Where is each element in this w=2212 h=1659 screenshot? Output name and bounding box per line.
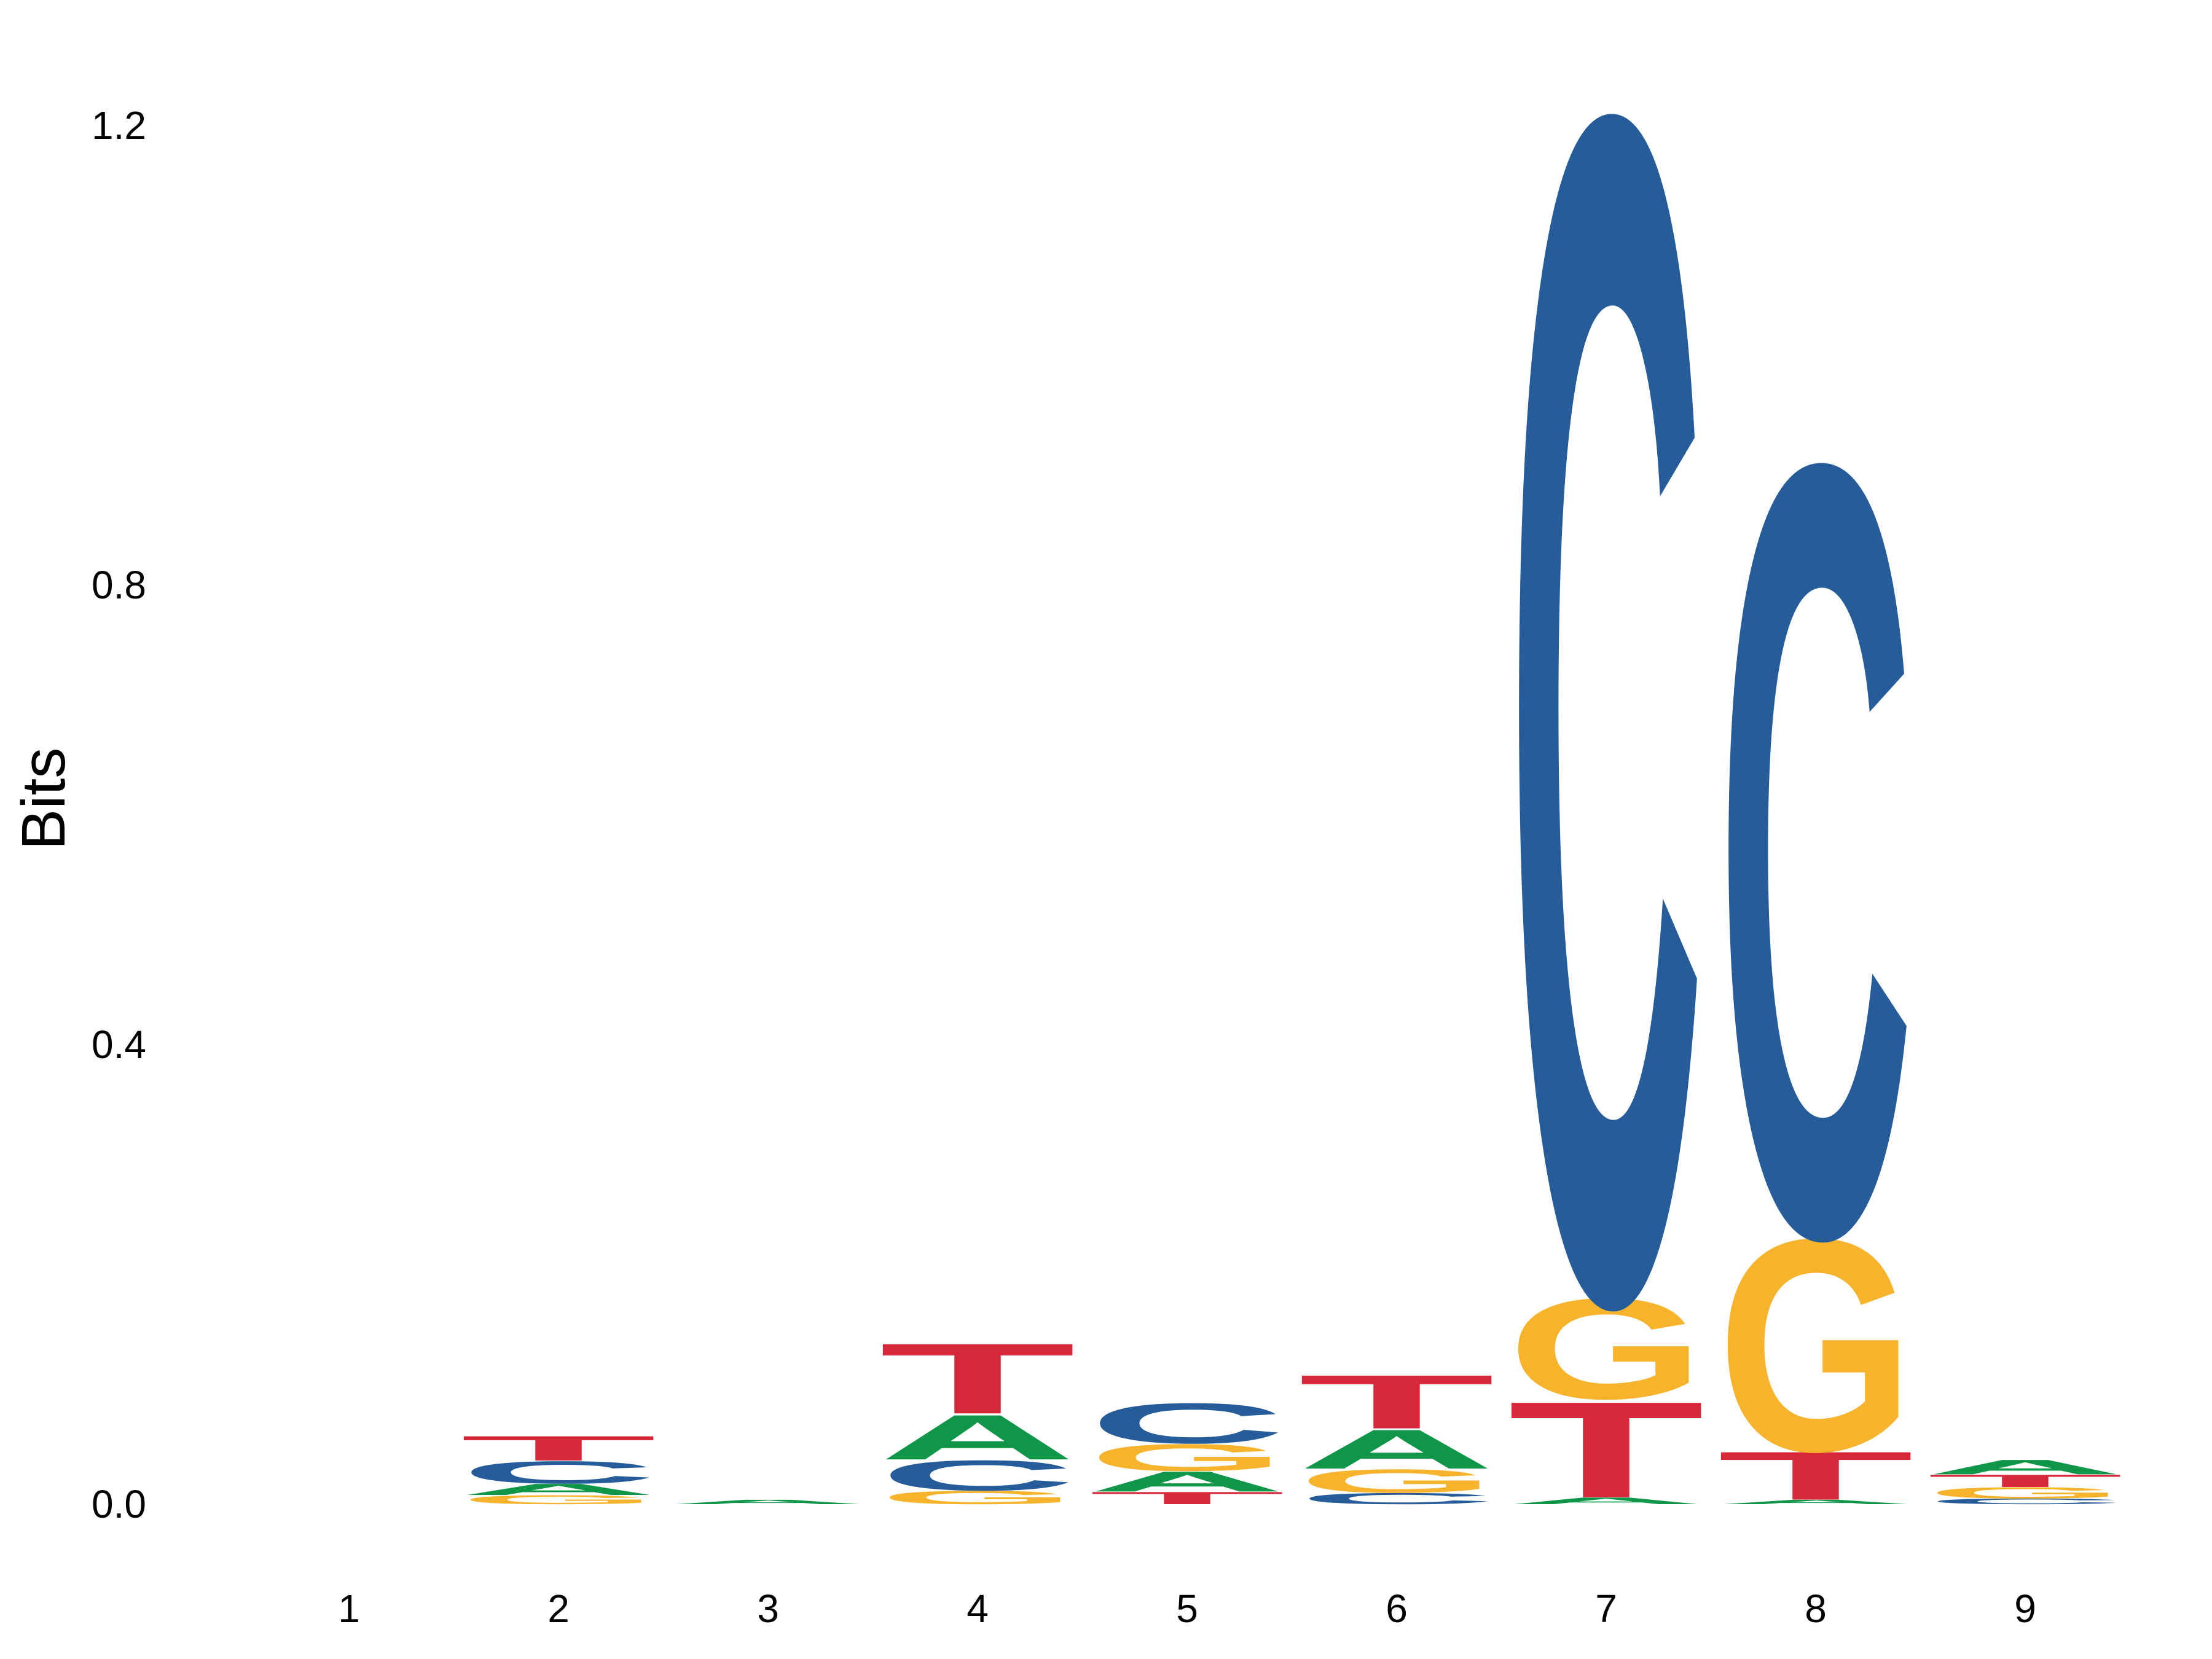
x-tick-label: 8 [1805,1586,1827,1631]
y-axis-ticks: 0.0 0.4 0.8 1.2 [92,103,146,1526]
x-tick-label: 5 [1176,1586,1198,1631]
logo-letter-c: C [1717,235,1914,1465]
x-tick-label: 2 [547,1586,570,1631]
logo-letter-t: T [1298,1359,1495,1445]
logo-letter-t: T [1089,1488,1285,1508]
logo-letter-t: T [460,1429,657,1468]
logo-letter-a: A [1298,1418,1495,1481]
x-tick-label: 1 [338,1586,360,1631]
x-tick-label: 3 [757,1586,779,1631]
y-axis-label: Bits [9,748,78,850]
logo-letter-g: G [1508,1268,1704,1429]
x-tick-label: 9 [2014,1586,2036,1631]
x-tick-label: 6 [1386,1586,1408,1631]
y-tick-label: 0.0 [92,1482,146,1526]
logo-letter-t: T [1508,1373,1704,1526]
logo-letter-c: C [1298,1489,1495,1507]
logo-letter-t: T [879,1323,1076,1435]
y-tick-label: 0.4 [92,1022,146,1067]
y-tick-label: 0.8 [92,563,146,607]
logo-letter-a: A [1508,1496,1704,1506]
logo-letter-a: A [460,1481,657,1499]
logo-letter-a: A [1089,1465,1285,1497]
logo-letter-a: A [670,1499,866,1506]
logo-letter-g: G [460,1492,657,1507]
logo-letter-g: G [1717,1177,1914,1515]
logo-letter-a: A [879,1402,1076,1473]
logo-letter-g: G [1298,1462,1495,1500]
x-tick-label: 7 [1595,1586,1617,1631]
logo-letter-g: G [1927,1484,2124,1502]
logo-letter-c: C [1508,0,1704,1653]
logo-letter-g: G [1089,1437,1285,1480]
logo-letter-g: G [879,1487,1076,1508]
logo-letter-t: T [1927,1471,2124,1491]
x-axis-ticks: 1 2 3 4 5 6 7 8 9 [338,1586,2036,1631]
logo-letter-a: A [1717,1499,1914,1506]
logo-letter-a: A [1927,1456,2124,1479]
logo-letter-c: C [460,1454,657,1490]
y-tick-label: 1.2 [92,103,146,147]
logo-letter-c: C [1089,1391,1285,1456]
logo-letter-t: T [1717,1438,1914,1515]
logo-letter-c: C [1927,1497,2124,1506]
logo-letter-c: C [879,1451,1076,1499]
x-tick-label: 4 [967,1586,989,1631]
